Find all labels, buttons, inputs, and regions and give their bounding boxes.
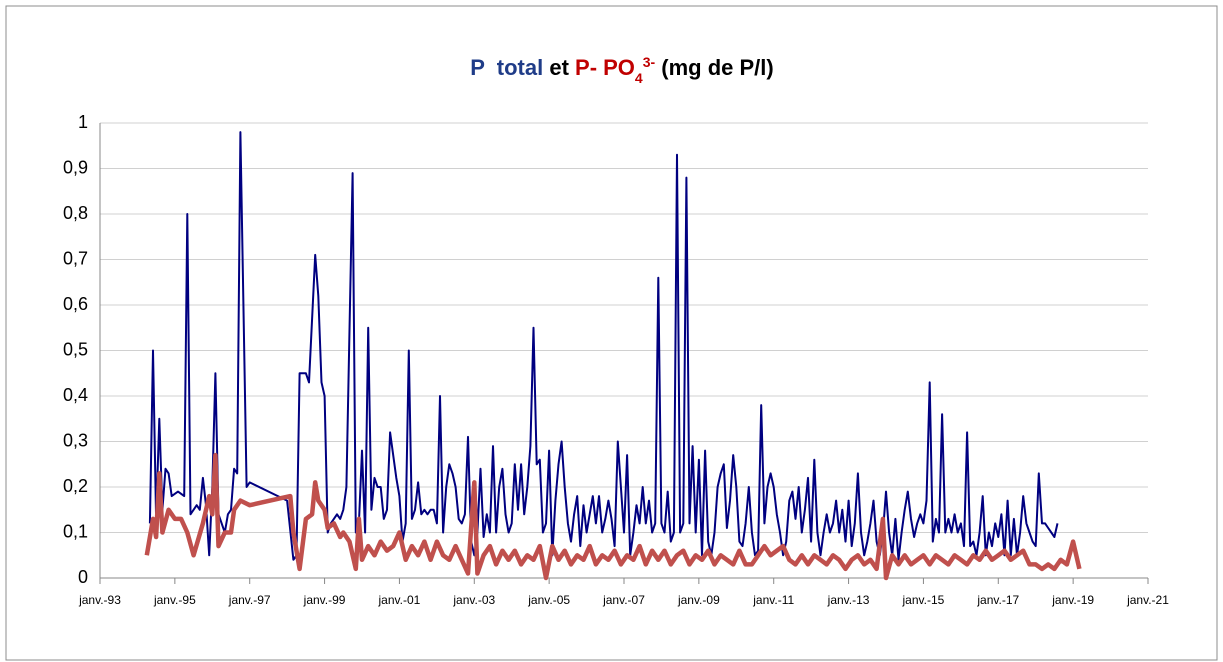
y-tick-label: 0,6 [63, 294, 88, 314]
y-tick-label: 0,7 [63, 248, 88, 268]
x-tick-label: janv.-95 [153, 593, 196, 607]
y-tick-label: 0,1 [63, 521, 88, 541]
y-tick-label: 1 [78, 112, 88, 132]
x-tick-label: janv.-97 [228, 593, 271, 607]
x-tick-label: janv.-21 [1126, 593, 1169, 607]
y-tick-label: 0,3 [63, 430, 88, 450]
title-part: 4 [635, 70, 643, 86]
x-tick-label: janv.-07 [602, 593, 645, 607]
y-tick-label: 0,4 [63, 385, 88, 405]
chart-title: P total et P- PO43- (mg de P/l) [470, 54, 773, 86]
x-tick-label: janv.-05 [527, 593, 570, 607]
series-line [144, 452, 1082, 581]
y-tick-label: 0,8 [63, 203, 88, 223]
x-tick-label: janv.-03 [452, 593, 495, 607]
title-part: (mg de P/l) [655, 55, 774, 80]
x-tick-label: janv.-17 [976, 593, 1019, 607]
title-part: 3- [643, 54, 656, 70]
y-tick-label: 0,2 [63, 476, 88, 496]
title-part: et [543, 55, 575, 80]
x-tick-label: janv.-15 [902, 593, 945, 607]
x-tick-label: janv.-19 [1051, 593, 1094, 607]
x-tick-label: janv.-01 [378, 593, 421, 607]
x-tick-label: janv.-13 [827, 593, 870, 607]
x-tick-label: janv.-93 [78, 593, 121, 607]
series-line [148, 131, 1059, 561]
y-tick-label: 0 [78, 567, 88, 587]
x-tick-label: janv.-11 [752, 593, 794, 607]
title-part: P total [470, 55, 543, 80]
y-tick-label: 0,5 [63, 339, 88, 359]
chart-frame [5, 5, 1218, 661]
x-tick-label: janv.-99 [303, 593, 346, 607]
y-tick-label: 0,9 [63, 157, 88, 177]
x-tick-label: janv.-09 [677, 593, 720, 607]
title-part: P- PO [575, 55, 635, 80]
